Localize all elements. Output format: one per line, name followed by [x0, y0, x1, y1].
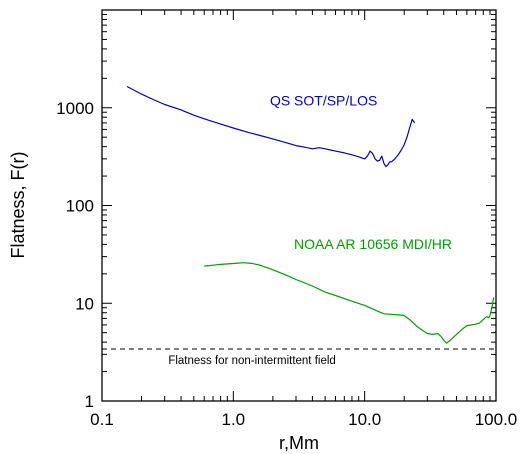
reference-lines: Flatness for non-intermittent field [102, 348, 496, 367]
plot-frame [101, 9, 497, 402]
reference-line-label: Flatness for non-intermittent field [168, 355, 335, 367]
y-tick-label: 100 [66, 197, 94, 216]
x-axis-title: r,Mm [279, 433, 319, 453]
series-lines [126, 85, 495, 344]
y-tick-label: 1000 [56, 99, 94, 118]
x-tick-label: 1.0 [222, 410, 246, 429]
series-label-1: NOAA AR 10656 MDI/HR [294, 236, 452, 252]
series-label-0: QS SOT/SP/LOS [270, 93, 377, 109]
y-tick-label: 1 [85, 392, 94, 411]
series-line-1 [204, 262, 495, 344]
y-axis-title: Flatness, F(r) [8, 151, 28, 258]
axis-ticks [101, 9, 497, 402]
x-tick-label: 10.0 [348, 410, 381, 429]
tick-labels: 0.1 1.0 10.0 100.0 1 10 100 1000 [56, 99, 517, 429]
series-annotations: QS SOT/SP/LOS NOAA AR 10656 MDI/HR [270, 93, 452, 252]
series-line-0 [126, 85, 416, 168]
x-tick-label: 0.1 [90, 410, 114, 429]
x-tick-label: 100.0 [475, 410, 518, 429]
y-tick-label: 10 [75, 294, 94, 313]
